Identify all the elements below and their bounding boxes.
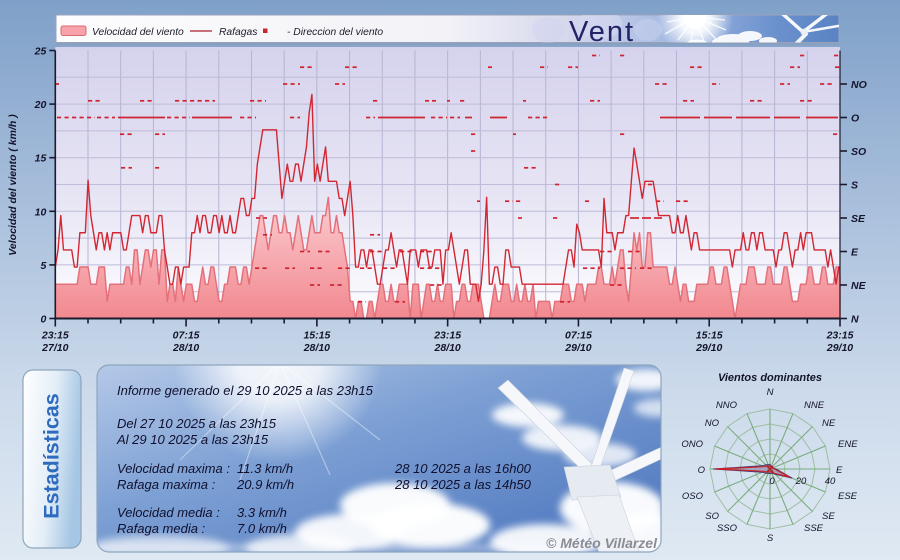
svg-text:Rafaga maxima :: Rafaga maxima :	[117, 477, 216, 492]
svg-text:NNO: NNO	[716, 400, 738, 411]
svg-text:NE: NE	[822, 418, 836, 429]
svg-text:Velocidad del viento: Velocidad del viento	[92, 27, 184, 38]
svg-text:5: 5	[40, 260, 46, 272]
svg-text:25: 25	[34, 46, 47, 58]
svg-text:Rafaga media :: Rafaga media :	[117, 521, 206, 536]
svg-text:23:15: 23:15	[41, 330, 69, 342]
svg-text:SSO: SSO	[717, 523, 738, 534]
svg-text:S: S	[767, 533, 774, 544]
svg-text:0: 0	[40, 314, 46, 326]
svg-text:20: 20	[795, 476, 807, 487]
svg-text:07:15: 07:15	[565, 330, 592, 342]
svg-text:Velocidad del viento ( km/h ): Velocidad del viento ( km/h )	[7, 114, 19, 256]
svg-text:© Météo Villarzel: © Météo Villarzel	[546, 535, 658, 551]
svg-text:Del 27 10 2025 a las 23h15: Del 27 10 2025 a las 23h15	[117, 416, 277, 431]
svg-text:23:15: 23:15	[826, 330, 854, 342]
svg-text:O: O	[698, 465, 706, 476]
svg-text:40: 40	[825, 476, 836, 487]
svg-text:Vent: Vent	[569, 16, 635, 48]
svg-text:E: E	[836, 465, 843, 476]
svg-text:07:15: 07:15	[173, 330, 200, 342]
svg-text:N: N	[767, 387, 774, 398]
svg-text:15: 15	[35, 153, 47, 165]
svg-text:OSO: OSO	[682, 491, 704, 502]
svg-text:11.3 km/h: 11.3 km/h	[237, 461, 293, 476]
svg-text:NO: NO	[705, 418, 720, 429]
svg-text:E: E	[851, 247, 859, 259]
svg-text:29/10: 29/10	[564, 342, 591, 354]
svg-text:Rafagas: Rafagas	[219, 27, 257, 38]
svg-text:27/10: 27/10	[41, 342, 68, 354]
svg-text:SO: SO	[851, 146, 866, 158]
svg-text:Velocidad media :: Velocidad media :	[117, 505, 220, 520]
svg-text:Estadísticas: Estadísticas	[40, 393, 64, 519]
svg-text:SE: SE	[851, 213, 866, 225]
svg-text:Vientos dominantes: Vientos dominantes	[718, 372, 822, 384]
svg-text:SE: SE	[822, 511, 835, 522]
svg-text:28 10 2025 a las 16h00: 28 10 2025 a las 16h00	[394, 461, 532, 476]
svg-text:28/10: 28/10	[434, 342, 461, 354]
svg-text:28/10: 28/10	[303, 342, 330, 354]
svg-text:Al 29 10 2025 a las 23h15: Al 29 10 2025 a las 23h15	[116, 432, 269, 447]
svg-text:O: O	[851, 113, 859, 125]
svg-text:- Direccion del viento: - Direccion del viento	[287, 27, 383, 38]
svg-text:Informe generado el 29 10 2025: Informe generado el 29 10 2025 a las 23h…	[117, 383, 374, 398]
svg-text:NO: NO	[851, 79, 867, 91]
svg-text:Velocidad maxima :: Velocidad maxima :	[117, 461, 230, 476]
svg-text:15:15: 15:15	[303, 330, 330, 342]
svg-text:SO: SO	[705, 511, 719, 522]
svg-text:N: N	[851, 314, 859, 326]
svg-text:10: 10	[35, 206, 47, 218]
svg-text:3.3 km/h: 3.3 km/h	[237, 505, 287, 520]
svg-text:0: 0	[769, 476, 775, 487]
svg-text:ESE: ESE	[838, 491, 858, 502]
svg-text:29/10: 29/10	[826, 342, 853, 354]
svg-text:28/10: 28/10	[172, 342, 199, 354]
svg-text:28 10 2025 a las 14h50: 28 10 2025 a las 14h50	[394, 477, 532, 492]
svg-text:23:15: 23:15	[433, 330, 461, 342]
svg-text:15:15: 15:15	[696, 330, 723, 342]
svg-text:ENE: ENE	[838, 439, 858, 450]
svg-text:NE: NE	[851, 280, 867, 292]
svg-text:NNE: NNE	[804, 400, 825, 411]
svg-text:20: 20	[34, 99, 47, 111]
svg-text:29/10: 29/10	[695, 342, 722, 354]
svg-text:20.9 km/h: 20.9 km/h	[236, 477, 294, 492]
svg-text:SSE: SSE	[804, 523, 824, 534]
svg-text:ONO: ONO	[681, 439, 703, 450]
svg-text:7.0 km/h: 7.0 km/h	[237, 521, 287, 536]
svg-text:S: S	[851, 180, 858, 192]
